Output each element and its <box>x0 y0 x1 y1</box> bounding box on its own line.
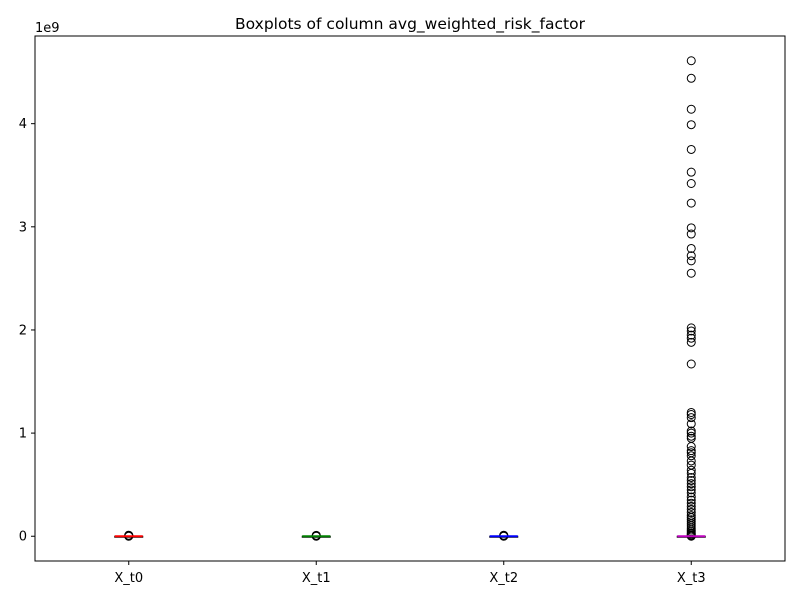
outlier-point <box>686 73 696 83</box>
axes-frame <box>34 35 786 562</box>
outlier-point <box>686 56 696 66</box>
outlier-point <box>686 482 696 492</box>
outlier-point <box>686 326 696 336</box>
outlier-point <box>686 442 696 452</box>
outlier-point <box>686 498 696 508</box>
outlier-point <box>686 485 696 495</box>
outlier-point <box>686 223 696 233</box>
outlier-point <box>686 472 696 482</box>
outlier-point <box>686 488 696 498</box>
outlier-point <box>686 431 696 441</box>
box-x-t3 <box>676 56 706 541</box>
outlier-point <box>686 451 696 461</box>
outlier-point <box>686 178 696 188</box>
box-x-t1 <box>301 530 331 541</box>
outlier-point <box>686 323 696 333</box>
outlier-point <box>686 465 696 475</box>
outlier-point <box>686 508 696 518</box>
y-tick-label: 4 <box>19 117 27 132</box>
outlier-point <box>686 426 696 436</box>
y-tick-label: 1 <box>19 427 27 442</box>
plot-area <box>114 56 706 541</box>
y-axis-scale-label: 1e9 <box>35 21 60 36</box>
outlier-point <box>686 251 696 261</box>
x-axis: X_t0 X_t1 X_t2 X_t3 <box>114 561 706 586</box>
outlier-point <box>686 428 696 438</box>
outlier-point <box>686 492 696 502</box>
outlier-point <box>686 104 696 114</box>
outlier-point <box>686 410 696 420</box>
outlier-point <box>686 333 696 343</box>
outlier-point <box>686 268 696 278</box>
x-tick-label: X_t0 <box>114 571 143 586</box>
outlier-point <box>686 413 696 423</box>
y-tick-label: 3 <box>19 220 27 235</box>
outlier-point <box>686 144 696 154</box>
outlier-point <box>686 479 696 489</box>
x-tick-label: X_t3 <box>677 571 706 586</box>
outlier-point <box>686 495 696 505</box>
outlier-point <box>686 468 696 478</box>
outlier-point <box>686 501 696 511</box>
outlier-point <box>499 530 509 540</box>
y-axis: 0 1 2 3 4 <box>19 117 35 545</box>
x-tick-label: X_t2 <box>489 571 518 586</box>
outlier-point <box>686 198 696 208</box>
outlier-point <box>686 243 696 253</box>
outlier-point <box>686 256 696 266</box>
outlier-point <box>124 530 134 540</box>
outlier-point <box>686 120 696 130</box>
box-x-t2 <box>489 530 519 541</box>
outlier-point <box>686 330 696 340</box>
outlier-point <box>686 167 696 177</box>
outlier-point <box>686 446 696 456</box>
outlier-point <box>686 476 696 486</box>
outlier-point <box>686 359 696 369</box>
outlier-point <box>686 229 696 239</box>
y-tick-label: 2 <box>19 323 27 338</box>
outlier-point <box>686 456 696 466</box>
chart-title: Boxplots of column avg_weighted_risk_fac… <box>235 15 586 34</box>
y-tick-label: 0 <box>19 530 27 545</box>
x-tick-label: X_t1 <box>302 571 331 586</box>
box-x-t0 <box>114 530 144 541</box>
outlier-point <box>686 337 696 347</box>
outlier-point <box>686 419 696 429</box>
outlier-point <box>686 407 696 417</box>
